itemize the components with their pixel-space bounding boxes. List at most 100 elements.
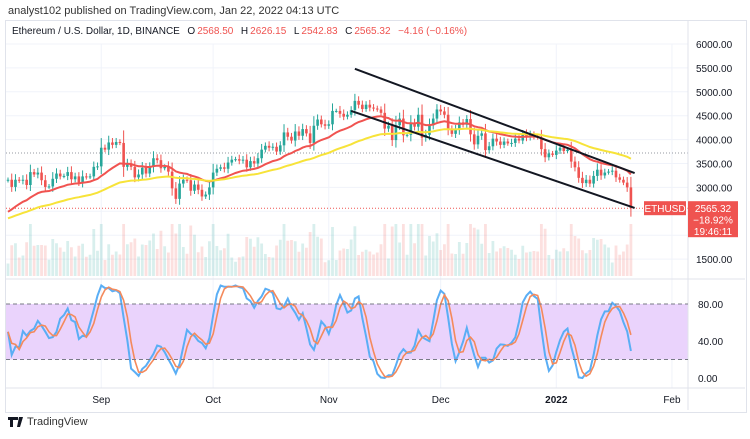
candle-body [66, 172, 69, 176]
volume-bar [487, 253, 491, 276]
time-axis-label: 2022 [545, 395, 568, 406]
volume-bar [443, 244, 446, 276]
volume-bar [577, 238, 581, 276]
candle-body [275, 146, 278, 152]
candle-body [96, 166, 99, 168]
volume-bar [222, 248, 226, 276]
close-label: C [345, 26, 353, 37]
candle-body [189, 180, 193, 191]
candle-body [368, 104, 372, 108]
volume-bar [62, 251, 66, 276]
change-percent: −18.92% [693, 216, 733, 227]
volume-bar [107, 244, 111, 276]
candle-body [25, 179, 28, 186]
volume-bar [595, 239, 599, 276]
candle-body [159, 160, 163, 169]
candle-body [610, 170, 614, 172]
candle-body [40, 172, 43, 181]
candle-body [458, 122, 461, 131]
candle-body [402, 118, 405, 136]
volume-bar [409, 224, 413, 276]
volume-bar [230, 257, 234, 276]
candle-body [547, 153, 551, 158]
volume-bar [152, 233, 155, 276]
candle-body [499, 141, 502, 145]
price-axis-label: 4500.00 [696, 112, 733, 123]
candle-body [562, 147, 566, 152]
candle-body [506, 141, 510, 144]
open-label: O [187, 26, 196, 37]
candle-body [185, 179, 189, 181]
volume-bar [323, 262, 327, 276]
candle-body [301, 129, 304, 136]
volume-bar [163, 246, 167, 276]
candle-body [439, 109, 442, 112]
volume-bar [278, 239, 282, 276]
candle-body [62, 175, 66, 177]
volume-bar [312, 224, 316, 276]
candle-body [349, 109, 353, 115]
volume-bar [431, 241, 435, 276]
volume-bar [10, 245, 14, 276]
volume-bar [17, 257, 21, 276]
volume-bar [293, 241, 297, 276]
volume-bar [364, 249, 368, 276]
low-value: 2542.83 [301, 26, 338, 37]
candle-body [88, 176, 92, 178]
volume-bar [84, 256, 88, 276]
candle-body [312, 125, 316, 143]
candle-body [472, 134, 476, 145]
candle-body [297, 131, 301, 136]
candle-body [271, 146, 275, 148]
volume-bar [271, 257, 275, 276]
volume-bar [539, 224, 543, 276]
volume-bar [81, 243, 84, 276]
candle-body [405, 134, 409, 136]
candle-body [10, 179, 14, 187]
volume-bar [607, 247, 610, 276]
trendline [350, 109, 635, 209]
volume-bar [204, 257, 208, 276]
candle-body [581, 177, 584, 184]
candle-body [129, 163, 133, 167]
candle-body [58, 173, 62, 177]
volume-bar [562, 248, 566, 276]
candle-body [148, 166, 152, 174]
candle-body [398, 118, 401, 126]
volume-bar [290, 240, 293, 276]
candle-body [308, 133, 312, 143]
volume-bar [592, 238, 596, 276]
candle-body [469, 119, 472, 135]
chart-frame [5, 20, 747, 413]
volume-bar [547, 255, 551, 276]
tradingview-logo[interactable]: TradingView [8, 416, 88, 428]
volume-bar [103, 260, 107, 276]
candle-body [525, 134, 528, 138]
candle-body [167, 166, 170, 172]
volume-bar [70, 247, 73, 276]
volume-bar [267, 257, 271, 276]
open-value: 2568.50 [197, 26, 234, 37]
volume-bar [148, 240, 152, 276]
volume-bar [349, 239, 353, 276]
bar-countdown: 19:46:11 [694, 227, 733, 238]
volume-bar [25, 242, 29, 276]
volume-bar [181, 247, 185, 276]
volume-bar [92, 229, 96, 276]
volume-bar [610, 262, 614, 276]
candle-body [435, 109, 439, 119]
candle-body [234, 159, 237, 161]
candle-body [618, 177, 622, 180]
symbol-name: Ethereum / U.S. Dollar, 1D, BINANCE [12, 26, 180, 37]
volume-bar [394, 224, 398, 276]
candle-body [375, 108, 379, 110]
candle-body [293, 131, 297, 141]
price-axis-label: 1500.00 [696, 255, 733, 266]
volume-bar [513, 254, 517, 276]
symbol-legend: Ethereum / U.S. Dollar, 1D, BINANCE O 256… [12, 26, 469, 37]
candle-body [584, 179, 588, 184]
volume-bar [219, 250, 223, 276]
volume-bar [226, 233, 230, 276]
volume-bar [185, 253, 189, 276]
